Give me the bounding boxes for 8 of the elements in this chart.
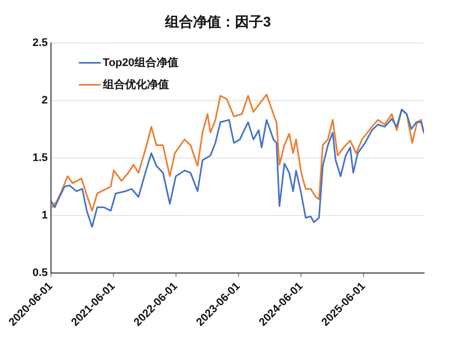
- legend-label: Top20组合净值: [102, 56, 178, 69]
- legend-label: 组合优化净值: [102, 78, 169, 91]
- y-tick-label: 0.5: [32, 266, 48, 279]
- y-tick-label: 1.5: [32, 152, 48, 164]
- chart-title: 组合净值：因子3: [164, 13, 272, 30]
- y-tick-label: 2: [42, 94, 48, 106]
- y-tick-label: 1: [42, 209, 48, 222]
- y-tick-label: 2.5: [32, 36, 48, 49]
